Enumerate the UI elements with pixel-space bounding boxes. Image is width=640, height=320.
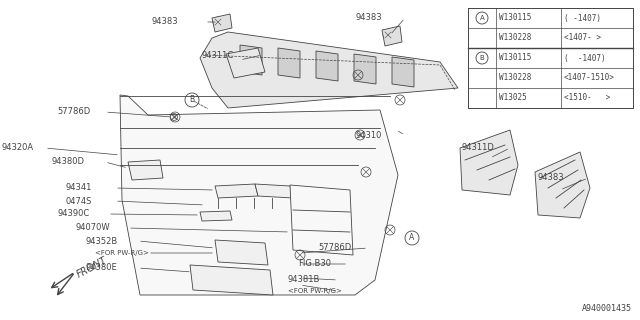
Polygon shape bbox=[278, 48, 300, 78]
Text: 0474S: 0474S bbox=[65, 196, 92, 205]
Text: W130228: W130228 bbox=[499, 74, 531, 83]
Polygon shape bbox=[382, 26, 402, 46]
Text: 57786D: 57786D bbox=[318, 244, 351, 252]
Polygon shape bbox=[200, 211, 232, 221]
Polygon shape bbox=[120, 95, 398, 295]
Polygon shape bbox=[535, 152, 590, 218]
Text: 94310: 94310 bbox=[356, 131, 382, 140]
Text: 94341: 94341 bbox=[65, 183, 92, 193]
Text: <1510-   >: <1510- > bbox=[564, 93, 611, 102]
Text: 94311D: 94311D bbox=[462, 143, 495, 153]
Polygon shape bbox=[128, 160, 163, 180]
Polygon shape bbox=[190, 265, 273, 295]
Polygon shape bbox=[316, 51, 338, 81]
Text: <FOR PW-R/G>: <FOR PW-R/G> bbox=[288, 288, 342, 294]
Text: (  -1407): ( -1407) bbox=[564, 53, 605, 62]
Text: W130228: W130228 bbox=[499, 34, 531, 43]
Polygon shape bbox=[354, 54, 376, 84]
Text: 94320A: 94320A bbox=[2, 143, 34, 153]
Text: FRONT: FRONT bbox=[75, 256, 109, 280]
Text: B: B bbox=[479, 55, 484, 61]
Polygon shape bbox=[215, 240, 268, 265]
Text: W130115: W130115 bbox=[499, 13, 531, 22]
Text: <1407-1510>: <1407-1510> bbox=[564, 74, 615, 83]
Polygon shape bbox=[460, 130, 518, 195]
Polygon shape bbox=[240, 45, 262, 75]
Text: A: A bbox=[479, 15, 484, 21]
Polygon shape bbox=[212, 14, 232, 32]
Text: 94311C: 94311C bbox=[202, 51, 234, 60]
Text: W130115: W130115 bbox=[499, 53, 531, 62]
Polygon shape bbox=[290, 185, 353, 255]
Text: A940001435: A940001435 bbox=[582, 304, 632, 313]
Polygon shape bbox=[215, 184, 258, 198]
Text: 94383: 94383 bbox=[356, 13, 383, 22]
Text: 94070W: 94070W bbox=[75, 223, 109, 233]
Text: <1407- >: <1407- > bbox=[564, 34, 601, 43]
Text: 94390C: 94390C bbox=[57, 210, 89, 219]
Polygon shape bbox=[392, 57, 414, 87]
Text: 94383: 94383 bbox=[152, 18, 179, 27]
Text: A: A bbox=[410, 234, 415, 243]
Text: ( -1407): ( -1407) bbox=[564, 13, 601, 22]
Text: 57786D: 57786D bbox=[57, 108, 90, 116]
Text: 94352B: 94352B bbox=[85, 236, 117, 245]
Polygon shape bbox=[255, 184, 293, 198]
Text: 94380E: 94380E bbox=[85, 263, 116, 273]
Text: B: B bbox=[189, 95, 195, 105]
Text: W13025: W13025 bbox=[499, 93, 527, 102]
Text: <FOR PW-R/G>: <FOR PW-R/G> bbox=[95, 250, 149, 256]
Text: 94380D: 94380D bbox=[52, 157, 85, 166]
Polygon shape bbox=[200, 32, 458, 108]
Polygon shape bbox=[226, 48, 265, 78]
Text: FIG.B30: FIG.B30 bbox=[298, 260, 331, 268]
Text: 94383: 94383 bbox=[537, 173, 564, 182]
Text: 94381B: 94381B bbox=[288, 276, 321, 284]
